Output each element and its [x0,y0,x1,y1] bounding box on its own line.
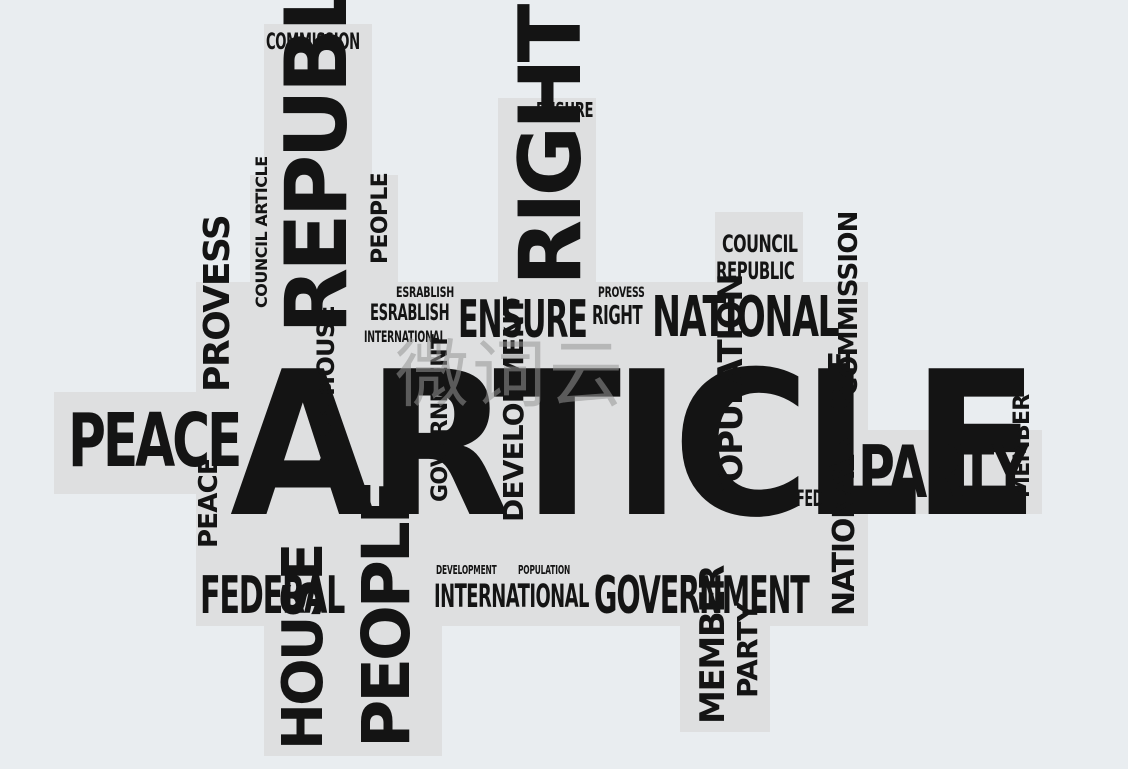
word-national: NATIONAL [652,285,840,350]
cloud-bg [850,430,1042,514]
word-population: POPULATION [518,563,571,577]
word-federal: FEDERAL [796,487,858,512]
word-esrablish: ESRABLISH [370,301,450,326]
word-population: POPULATION [711,274,751,506]
word-article: ARTICLE [230,329,1040,562]
cloud-bg [196,282,868,626]
word-international: INTERNATIONAL [364,327,446,346]
cloud-bg [54,392,230,494]
watermark: 微词云 [395,332,626,418]
word-provess: PROVESS [197,215,238,392]
cloud-bg [264,24,372,184]
cloud-bg [264,610,442,756]
word-ensure: ENSURE [536,98,594,122]
word-peace: PEACE [68,398,242,484]
word-member: MEMBER [1010,394,1035,498]
word-republic: REPUBLIC [716,257,795,285]
word-member: MEMBER [693,565,733,724]
word-commission: COMMISSION [834,211,864,396]
word-ensure: ENSURE [458,290,588,350]
word-people: PEOPLE [368,172,393,264]
cloud-bg [715,212,803,292]
word-council: COUNCIL [722,230,798,258]
word-right: RIGHT [501,8,601,286]
word-peace: PEACE [194,458,224,548]
word-international: INTERNATIONAL [434,577,589,615]
word-house: HOUSE [312,305,340,396]
word-government: GOVERNMENT [594,566,810,626]
word-esrablish: ESRABLISH [396,285,455,301]
word-republic: REPUBLIC [316,383,335,468]
word-republic: REPUBLIC [267,0,367,334]
word-provess: PROVESS [598,285,645,301]
word-national: NATIONAL [827,455,862,616]
word-federal: FEDERAL [200,566,345,626]
word-house: HOUSE [271,545,336,750]
cloud-bg [680,610,770,732]
word-council-article: COUNCIL ARTICLE [252,156,271,308]
word-commission: COMMISSION [266,30,360,55]
cloud-bg [498,98,596,288]
word-development: DEVELOPMENT [436,563,497,577]
word-people: PEOPLE [348,482,425,748]
word-party: PARTY [731,602,764,698]
word-right: RIGHT [592,301,643,331]
word-party: PARTY [858,430,1029,514]
